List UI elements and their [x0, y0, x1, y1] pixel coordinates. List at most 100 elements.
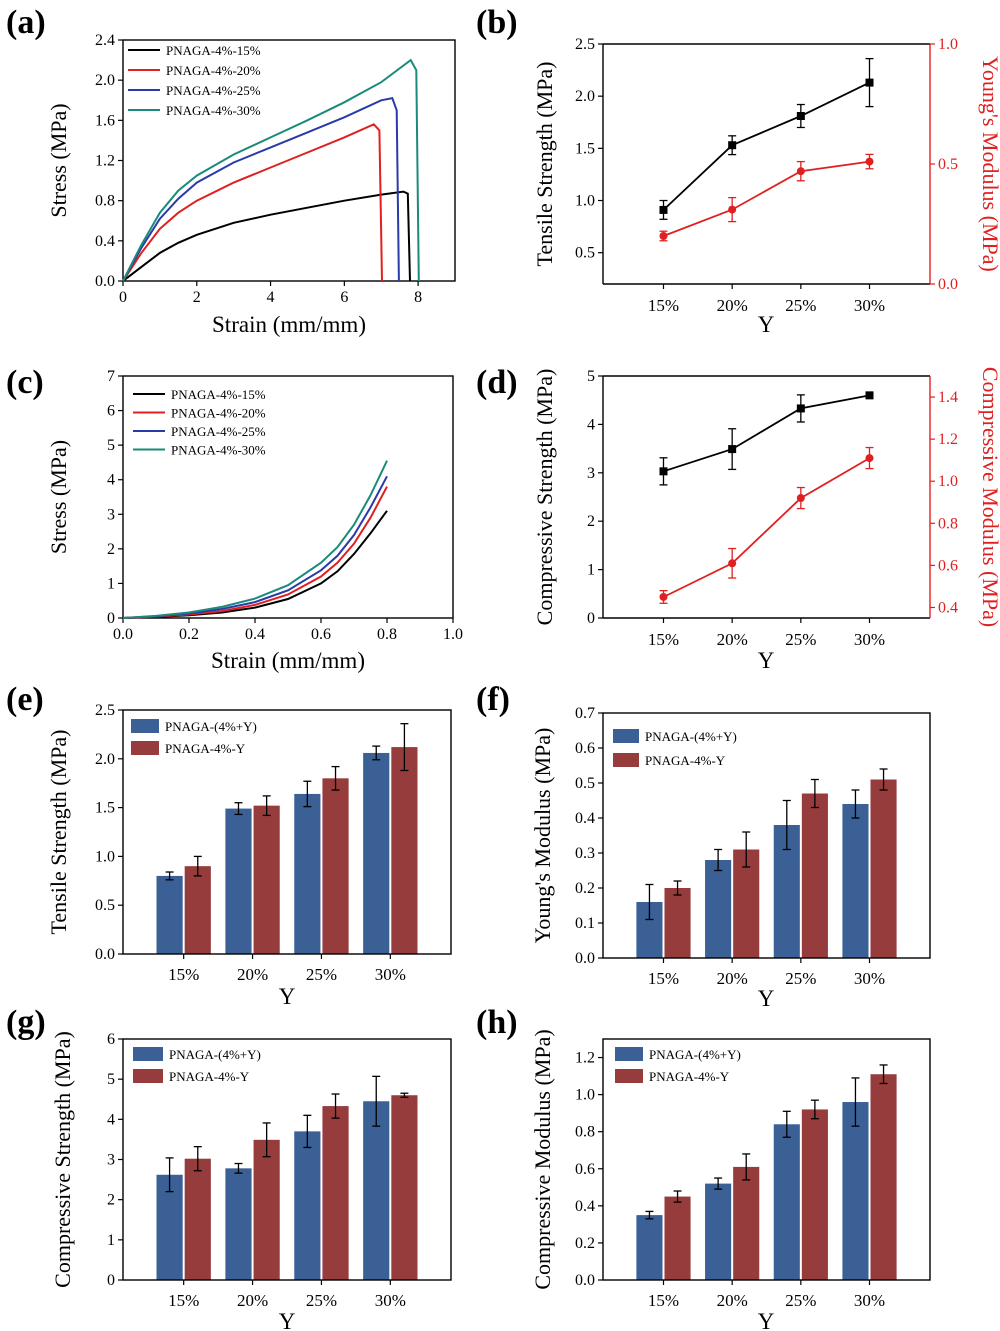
panel-f-legend-label: PNAGA-4%-Y	[645, 753, 726, 768]
panel-e-y-tick-label: 2.5	[95, 702, 115, 719]
panel-b-series-2-line	[663, 160, 870, 237]
panel-e-bar	[225, 808, 252, 954]
panel-c-y-axis-label: Stress (MPa)	[46, 440, 71, 554]
panel-b-point-square	[659, 205, 668, 214]
panel-f-bar	[705, 860, 732, 958]
panel-h-y-tick-label: 0.0	[575, 1272, 595, 1289]
panel-d-point-circle	[659, 592, 668, 601]
panel-g-x-tick-label: 30%	[375, 1291, 406, 1310]
panel-b-x-tick-label: 15%	[648, 296, 679, 315]
panel-a-x-tick-label: 4	[267, 289, 275, 306]
panel-h-legend-label: PNAGA-(4%+Y)	[649, 1047, 741, 1062]
panel-h-bar	[801, 1109, 828, 1280]
panel-f-y-tick-label: 0.6	[575, 740, 595, 757]
panel-b-letter: (b)	[476, 4, 518, 41]
panel-f-y-tick-label: 0.3	[575, 845, 595, 862]
panel-e-x-axis-label: Y	[279, 984, 296, 1009]
panel-f-bar	[664, 888, 691, 958]
panel-c-legend-label: PNAGA-4%-15%	[171, 387, 266, 402]
panel-e-bar	[156, 875, 183, 954]
panel-c-x-tick-label: 0.2	[179, 626, 199, 643]
panel-g-bar	[184, 1158, 211, 1280]
panel-d-y2-tick-label: 1.0	[938, 473, 958, 490]
panel-e-bar	[253, 805, 280, 954]
panel-d-series-1-line	[663, 394, 870, 473]
panel-b-point-circle	[796, 167, 805, 176]
panel-d-point-circle	[865, 454, 874, 463]
panel-h-plot-frame	[602, 1038, 931, 1281]
panel-g-y-tick-label: 2	[107, 1192, 115, 1209]
panel-h-y-tick-label: 0.6	[575, 1161, 595, 1178]
panel-a-x-tick-label: 0	[119, 289, 127, 306]
panel-b-point-square	[728, 141, 737, 150]
panel-h-y-tick-label: 0.4	[575, 1198, 595, 1215]
panel-e-legend-label: PNAGA-(4%+Y)	[165, 719, 257, 734]
panel-g-y-axis-label: Compressive Strength (MPa)	[50, 1031, 75, 1288]
panel-b-y2-axis-label: Young's Modulus (MPa)	[978, 56, 1000, 272]
panel-b-series-1-line	[662, 81, 870, 211]
panel-b-y-tick-label: 1.5	[575, 140, 595, 157]
panel-h-bar	[773, 1124, 800, 1280]
panel-e-y-tick-label: 0.0	[95, 946, 115, 963]
panel-g-y-tick-label: 6	[107, 1031, 115, 1048]
panel-e-letter: (e)	[6, 681, 44, 718]
panel-c-legend-label: PNAGA-4%-25%	[171, 424, 266, 439]
panel-h-x-tick-label: 30%	[854, 1291, 885, 1310]
panel-b-x-tick-label: 25%	[785, 296, 816, 315]
panel-f-y-tick-label: 0.5	[575, 775, 595, 792]
panel-g-y-tick-label: 5	[107, 1071, 115, 1088]
panel-b-x-tick-label: 20%	[717, 296, 748, 315]
panel-f-legend-swatch	[613, 729, 639, 743]
panel-a-series-1-line	[122, 190, 411, 282]
panel-b-y2-tick-label: 0.5	[938, 156, 958, 173]
panel-b-point-circle	[659, 232, 668, 240]
panel-d-point-circle	[796, 494, 805, 503]
panel-c-x-tick-label: 0.6	[311, 626, 331, 643]
panel-d-y2-tick-label: 1.4	[938, 389, 958, 406]
panel-h-bar	[636, 1215, 663, 1280]
panel-e-bar	[322, 778, 349, 954]
panel-b-point-circle	[728, 205, 737, 214]
panel-g-bar	[322, 1106, 349, 1280]
panel-g-y-tick-label: 0	[107, 1272, 115, 1289]
panel-e-x-tick-label: 20%	[237, 965, 268, 984]
panel-e-y-axis-label: Tensile Strength (MPa)	[46, 730, 71, 935]
panel-h-legend-swatch	[615, 1069, 643, 1083]
panel-d-y-tick-label: 2	[587, 513, 595, 530]
panel-e-plot-frame	[122, 709, 452, 955]
panel-h-y-tick-label: 0.2	[575, 1235, 595, 1252]
panel-e-bar	[363, 752, 390, 954]
panel-g-bar	[363, 1101, 390, 1280]
panel-f-bar	[801, 793, 828, 958]
panel-a-y-axis-label: Stress (MPa)	[46, 103, 71, 217]
panel-c-y-tick-label: 5	[107, 437, 115, 454]
panel-e-y-tick-label: 2.0	[95, 751, 115, 768]
panel-f-plot-frame	[602, 712, 931, 959]
panel-g-x-tick-label: 15%	[168, 1291, 199, 1310]
panel-c-y-tick-label: 7	[107, 368, 115, 385]
panel-f-y-tick-label: 0.7	[575, 705, 595, 722]
panel-a-legend-label: PNAGA-4%-30%	[166, 103, 261, 118]
panel-c-y-tick-label: 0	[107, 610, 115, 627]
panel-f-y-tick-label: 0.2	[575, 880, 595, 897]
panel-h-bar	[733, 1166, 760, 1280]
panel-e-y-tick-label: 1.0	[95, 848, 115, 865]
panel-d-x-tick-label: 25%	[785, 630, 816, 649]
panel-a-y-tick-label: 0.8	[95, 193, 115, 210]
panel-c-y-tick-label: 1	[107, 575, 115, 592]
panel-f-x-tick-label: 15%	[648, 969, 679, 988]
panel-g-legend-swatch	[133, 1047, 163, 1061]
panel-a-x-tick-label: 2	[193, 289, 201, 306]
panel-e-bar	[294, 793, 321, 954]
panel-g-legend-label: PNAGA-4%-Y	[169, 1069, 250, 1084]
panel-g-y-tick-label: 4	[107, 1111, 115, 1128]
panel-d-point-square	[796, 404, 805, 413]
panel-f-x-tick-label: 25%	[785, 969, 816, 988]
panel-c-legend-label: PNAGA-4%-30%	[171, 443, 266, 458]
panel-f-legend-label: PNAGA-(4%+Y)	[645, 729, 737, 744]
panel-b-y2-tick-label: 1.0	[938, 36, 958, 53]
panel-f-x-axis-label: Y	[758, 986, 775, 1011]
panel-c-series-4-line	[122, 460, 388, 619]
panel-h-bar	[870, 1074, 897, 1280]
panel-f-x-tick-label: 30%	[854, 969, 885, 988]
